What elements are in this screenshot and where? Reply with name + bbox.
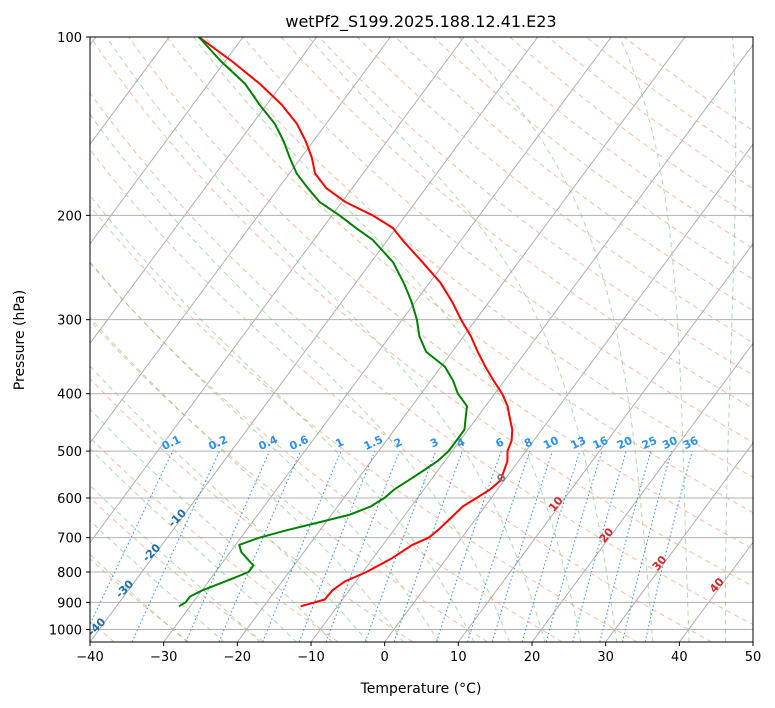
isotherm-line [384,143,753,642]
mixing-ratio-line [90,450,174,626]
mixing-ratio-line [545,450,603,642]
mixing-ratio-line [467,450,531,642]
x-tick-label: 30 [597,650,614,665]
dry-adiabat-line [90,377,414,642]
mixing-ratio-label: 25 [640,434,659,452]
temperature-profile-line [198,37,514,608]
moist-adiabat-line [90,261,440,642]
isotherm-line [90,37,170,146]
mixing-ratio-line [572,450,627,642]
y-tick-label: 400 [57,388,82,403]
isotherm-line [90,37,391,444]
y-tick-label: 500 [57,445,82,460]
moist-adiabat-line [106,37,546,642]
moist-adiabat-line [619,37,690,642]
x-tick-label: −10 [297,650,324,665]
moist-adiabats [90,37,775,643]
moist-adiabat-line [90,194,475,642]
mixing-ratio-line [131,450,221,642]
x-tick-label: −30 [150,650,177,665]
mixing-ratio-label: 16 [591,434,611,452]
dry-adiabat-line [357,37,753,344]
moist-adiabat-line [90,113,510,642]
mixing-ratio-label: 13 [569,434,588,452]
mixing-ratio-lines [90,450,693,642]
isotherm-line [236,37,686,642]
moist-adiabat-line [90,447,298,642]
x-tick-label: 20 [524,650,541,665]
dry-adiabat-line [318,37,753,376]
mixing-ratio-line [491,450,553,642]
mixing-ratio-line [218,450,301,642]
isotherm-line [310,43,753,642]
isotherm-line [90,37,244,245]
dry-adiabat-line [90,148,712,642]
isotherm-line [531,342,753,642]
dewpoint-profile-line [178,37,468,608]
mixing-ratio-label: 30 [660,434,680,452]
dry-adiabat-line [280,37,753,409]
moist-adiabat-line [90,484,261,642]
isotherm-line [90,37,465,544]
x-tick-label: 50 [745,650,762,665]
isotherm-line [605,442,753,642]
dry-adiabat-line [585,37,753,160]
mixing-ratio-line [435,450,502,642]
isotherm-line [752,641,753,642]
dry-adiabat-line [90,37,753,587]
y-tick-label: 300 [57,314,82,329]
mixing-ratio-line [364,450,437,642]
plot-frame [89,36,754,643]
y-axis-label: Pressure (hPa) [12,290,28,390]
y-tick-label: 1000 [49,623,82,638]
sounding-profiles [178,37,514,608]
mixing-ratio-line [521,450,581,642]
x-axis-label: Temperature (°C) [360,681,482,697]
chart-title: wetPf2_S199.2025.188.12.41.E23 [285,12,556,32]
moist-adiabat-line [762,37,775,643]
isotherm-line [163,37,612,642]
mixing-ratio-label: 36 [681,434,701,452]
moist-adiabat-line [307,37,618,642]
dry-adiabat-line [90,92,753,626]
dry-adiabat-line [471,37,753,250]
isotherm-grid [90,37,753,642]
isotherm-line [90,37,318,345]
moist-adiabat-line [90,408,333,642]
mixing-ratio-label: 20 [615,434,635,452]
dry-adiabat-line [395,37,753,312]
moist-adiabat-line [90,316,404,642]
y-tick-label: 800 [57,566,82,581]
mixing-ratio-label: 10 [541,434,561,452]
dry-adiabat-line [242,37,753,443]
isotherm-line [90,37,539,642]
mixing-ratio-line [599,450,652,642]
x-tick-label: 10 [450,650,467,665]
moist-adiabat-line [90,553,188,642]
moist-adiabat-line [459,37,654,642]
moist-adiabat-line [90,519,225,642]
axis-ticks: −40 −30 −20 −10 0 10 20 30 40 50 1000 900 800 700 600 5… [49,31,761,665]
y-tick-label: 200 [57,209,82,224]
moist-adiabat-line [90,365,369,642]
mixing-ratio-line [393,450,463,642]
y-tick-label: 100 [57,31,82,46]
y-tick-label: 600 [57,492,82,507]
mixing-ratio-line [644,450,693,642]
y-tick-label: 700 [57,532,82,547]
y-tick-label: 900 [57,596,82,611]
moist-adiabat-line [724,37,737,642]
isotherm-line [457,242,753,642]
dry-adiabat-line [90,205,638,642]
dry-adiabat-line [433,37,753,280]
mixing-ratio-line [621,450,672,642]
x-tick-label: −20 [224,650,251,665]
x-tick-label: −40 [76,650,103,665]
x-tick-label: 40 [671,650,688,665]
x-tick-label: 0 [381,650,389,665]
